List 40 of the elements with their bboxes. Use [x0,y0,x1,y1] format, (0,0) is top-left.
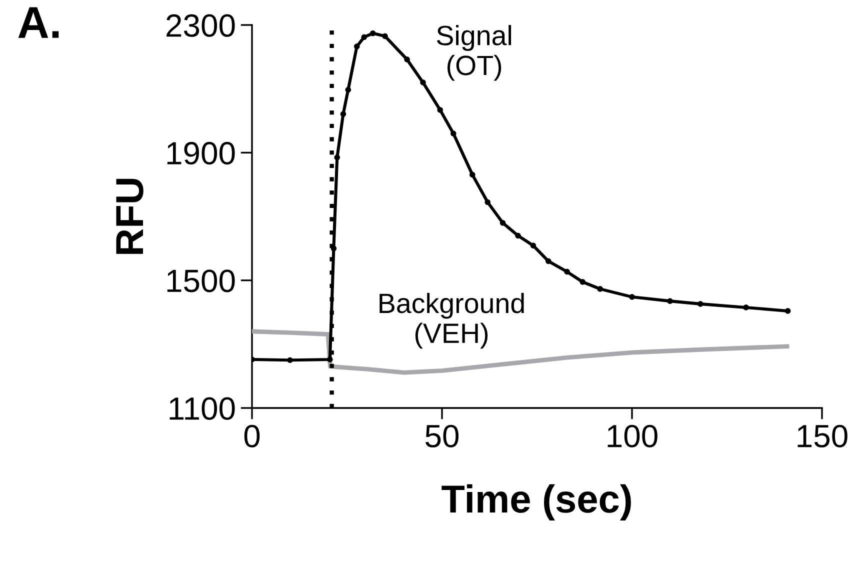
x-axis-title: Time (sec) [442,484,631,521]
point [484,199,491,206]
point [450,130,456,136]
point [500,220,506,226]
point [420,80,426,86]
y-tick-label: 1100 [170,397,235,420]
x-tick-label: 50 [426,424,459,448]
point [345,86,352,93]
x-tick-label: 100 [608,424,658,448]
point [629,294,635,300]
point [361,34,368,40]
point [404,56,410,62]
point [667,298,673,304]
point [697,301,704,307]
x-tick-label: 150 [798,424,848,448]
y-tick-label: 1500 [167,270,235,292]
point [287,357,293,364]
x-tick-label: 0 [244,424,260,448]
point [437,106,444,113]
series-label: Signal (OT) [436,25,512,81]
point [784,308,791,314]
y-tick-label: 2300 [166,14,235,37]
y-axis-title: RFU [116,178,144,254]
point [564,268,570,275]
point [354,43,360,50]
point [743,304,749,310]
point [515,232,521,239]
point [597,286,603,292]
chart-title: A. [18,7,59,38]
series-label: Background (VEH) [380,292,524,349]
point [340,111,346,117]
y-tick-label: 1900 [167,142,235,165]
point [382,33,388,40]
point [530,242,536,248]
point [545,258,552,264]
point [469,172,476,178]
point [580,279,586,285]
point [334,154,340,160]
point [326,356,333,362]
point [370,30,376,36]
